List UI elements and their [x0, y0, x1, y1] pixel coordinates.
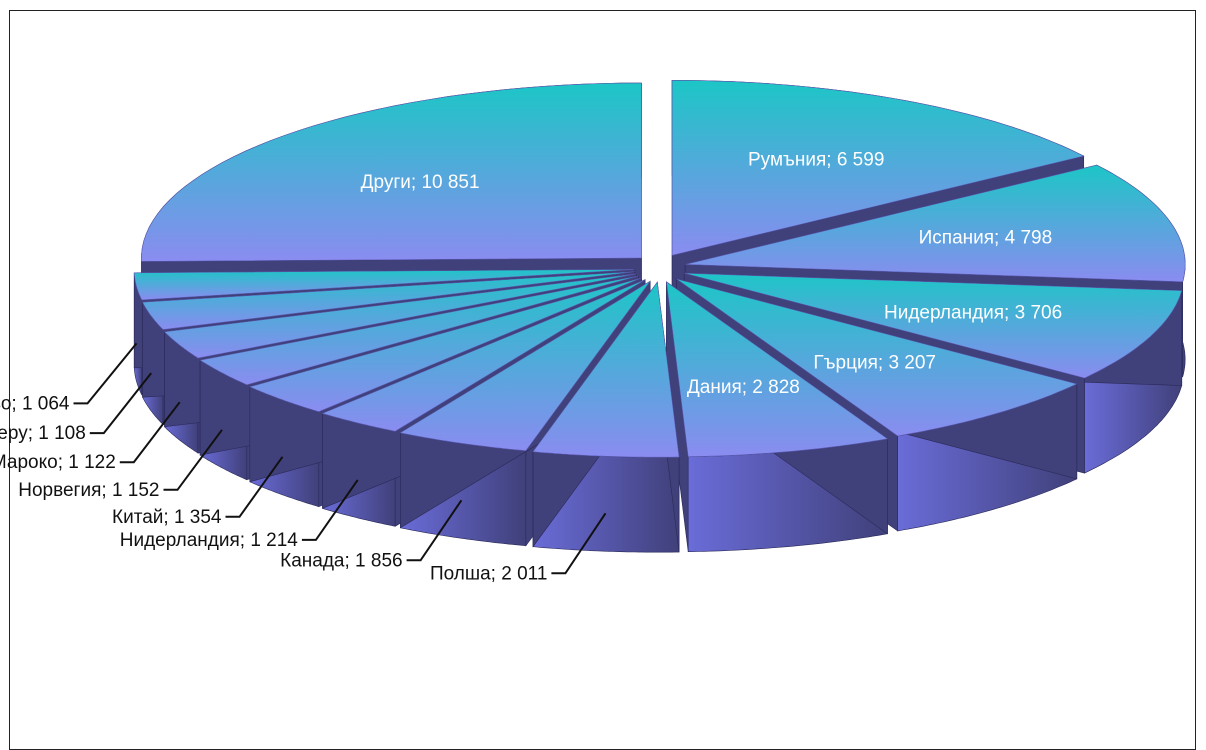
slice-label: Други; 10 851	[361, 172, 480, 193]
leader-line	[73, 342, 138, 405]
pie-slice	[666, 281, 889, 553]
slice-label: Румъния; 6 599	[748, 149, 884, 170]
slice-top	[133, 269, 635, 301]
leader-line	[163, 429, 223, 491]
leader-line	[301, 479, 359, 541]
slice-top	[666, 281, 889, 458]
pie-slice	[532, 281, 680, 553]
slice-label: Гърция; 3 207	[813, 353, 936, 374]
leader-line	[406, 499, 463, 562]
slice-label: Нидерландия; 1 214	[120, 530, 299, 551]
slice-top	[399, 280, 651, 452]
slice-label: Обединено кралство; 1 064	[0, 393, 70, 414]
slice-top	[163, 273, 637, 359]
slice-label: Нидерландия; 3 706	[884, 303, 1062, 324]
slice-top	[684, 272, 1183, 379]
slice-top	[248, 277, 642, 413]
slice-label: Китай; 1 354	[112, 507, 222, 528]
slice-top	[321, 279, 646, 432]
slice-top	[685, 164, 1186, 283]
slice-label: Канада; 1 856	[280, 550, 402, 571]
slice-top	[676, 278, 1078, 437]
slice-top	[142, 271, 635, 330]
slice-top	[671, 79, 1085, 256]
slice-top	[532, 281, 680, 458]
leader-line	[119, 401, 181, 464]
slice-label: Испания; 4 798	[919, 227, 1053, 248]
slice-label: Полша; 2 011	[430, 563, 547, 584]
slice-label: Норвегия; 1 152	[18, 480, 159, 501]
slice-top	[141, 82, 642, 262]
leader-line	[551, 512, 607, 575]
slice-label: Мароко; 1 122	[0, 452, 116, 473]
leader-line	[89, 372, 152, 435]
slice-label: Перу; 1 108	[0, 423, 86, 444]
slice-top	[199, 275, 639, 386]
leader-line	[225, 456, 284, 518]
slice-label: Дания; 2 828	[687, 377, 800, 398]
